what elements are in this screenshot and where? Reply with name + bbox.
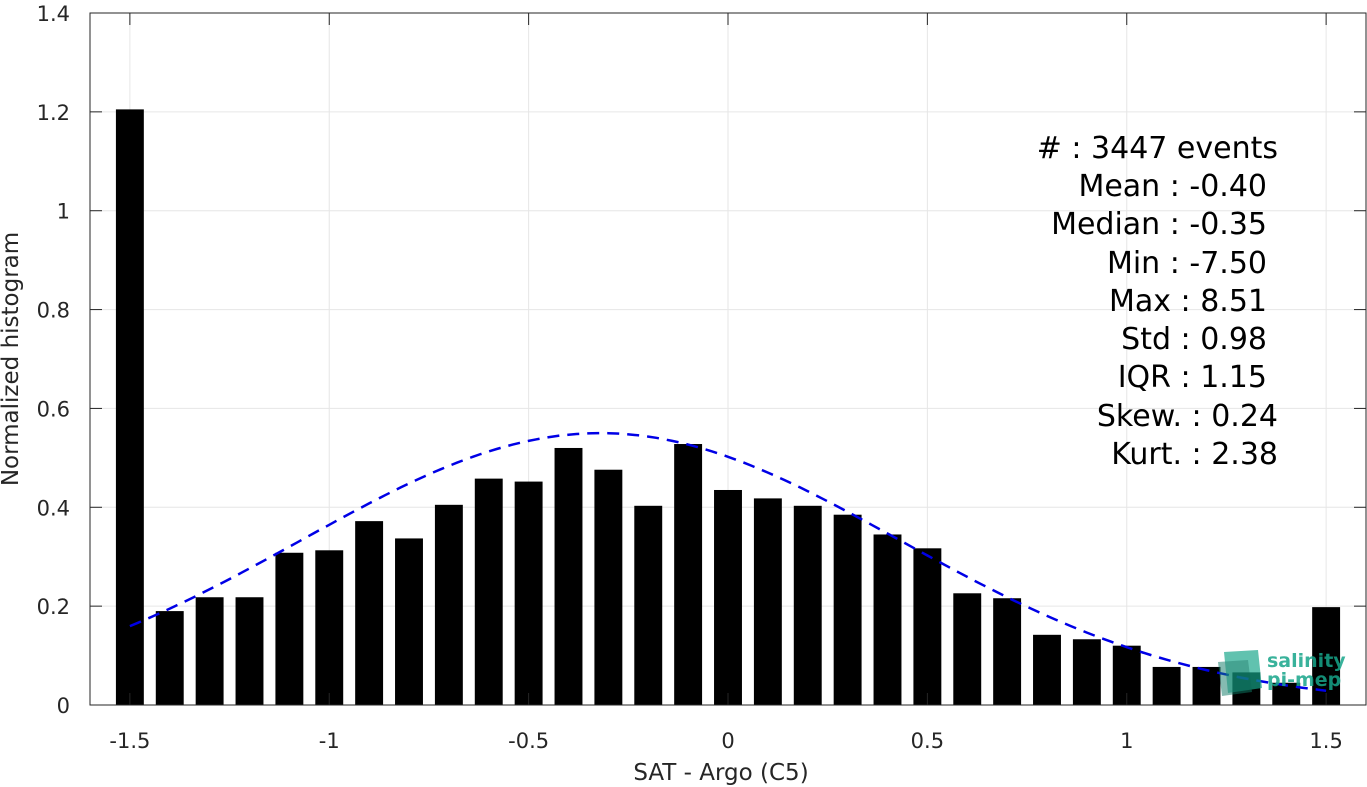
x-tick-label: -1: [319, 729, 340, 753]
histogram-bar: [833, 514, 862, 705]
y-tick-label: 1.4: [37, 2, 70, 26]
histogram-bar: [514, 481, 543, 705]
histogram-bar: [953, 593, 982, 705]
histogram-bar: [395, 538, 423, 705]
histogram-bar: [434, 504, 463, 705]
histogram-bar: [554, 447, 583, 705]
stat-min: Min : -7.50: [1107, 246, 1267, 281]
x-tick-label: 0: [721, 729, 734, 753]
histogram-bar: [1072, 639, 1101, 705]
histogram-bar: [1272, 682, 1301, 705]
x-tick-label: -1.5: [109, 729, 150, 753]
histogram-bar: [793, 505, 822, 705]
stat-kurt: Kurt. : 2.38: [1111, 437, 1278, 472]
histogram-bar: [275, 552, 304, 705]
logo-mark-shadow-icon: [1218, 660, 1252, 696]
stat-median: Median : -0.35: [1051, 207, 1267, 242]
y-axis-label: Normalized histogram: [0, 232, 24, 486]
y-tick-label: 0.8: [37, 299, 70, 323]
stat-mean: Mean : -0.40: [1078, 169, 1267, 204]
x-axis-label: SAT - Argo (C5): [633, 760, 808, 786]
x-tick-label: -0.5: [508, 729, 549, 753]
stat-skew: Skew. : 0.24: [1097, 399, 1278, 434]
statistics-box: # : 3447 events Mean : -0.40 Median : -0…: [1037, 131, 1278, 472]
histogram-bar: [634, 505, 663, 705]
y-axis-ticks: 0 0.2 0.4 0.6 0.8 1 1.2 1.4: [37, 2, 1366, 718]
histogram-bar: [714, 489, 742, 705]
histogram-bar: [315, 550, 344, 705]
x-tick-label: 1: [1120, 729, 1133, 753]
x-tick-label: 0.5: [911, 729, 944, 753]
histogram-bar: [873, 534, 902, 705]
histogram-bars: [115, 109, 1341, 705]
x-tick-label: 1.5: [1309, 729, 1342, 753]
logo-line2: pi-mep: [1267, 669, 1341, 691]
x-axis-ticks: -1.5 -1 -0.5 0 0.5 1 1.5: [109, 13, 1343, 753]
histogram-bar: [594, 469, 623, 705]
y-tick-label: 0.2: [37, 595, 70, 619]
y-tick-label: 1.2: [37, 101, 70, 125]
stat-count: # : 3447 events: [1037, 131, 1278, 166]
histogram-bar: [235, 597, 264, 705]
histogram-bar: [753, 498, 782, 705]
y-tick-label: 0.6: [37, 397, 70, 421]
histogram-bar: [674, 444, 703, 705]
histogram-bar: [115, 109, 144, 705]
histogram-bar: [1152, 666, 1181, 705]
histogram-bar: [993, 598, 1022, 705]
stat-max: Max : 8.51: [1109, 284, 1267, 319]
y-tick-label: 0: [57, 694, 70, 718]
logo-line1: salinity: [1267, 650, 1346, 672]
stat-iqr: IQR : 1.15: [1118, 360, 1267, 395]
histogram-bar: [474, 478, 503, 705]
y-tick-label: 1: [57, 200, 70, 224]
histogram-bar: [913, 548, 942, 705]
histogram-bar: [1192, 666, 1221, 705]
stat-std: Std : 0.98: [1121, 322, 1267, 357]
histogram-bar: [155, 611, 184, 705]
salinity-pimep-logo: salinity pi-mep: [1218, 650, 1346, 696]
normal-fit-curve: [129, 431, 1327, 692]
histogram-bar: [355, 521, 384, 705]
histogram-bar: [195, 597, 224, 705]
y-tick-label: 0.4: [37, 496, 70, 520]
histogram-bar: [1033, 634, 1061, 705]
